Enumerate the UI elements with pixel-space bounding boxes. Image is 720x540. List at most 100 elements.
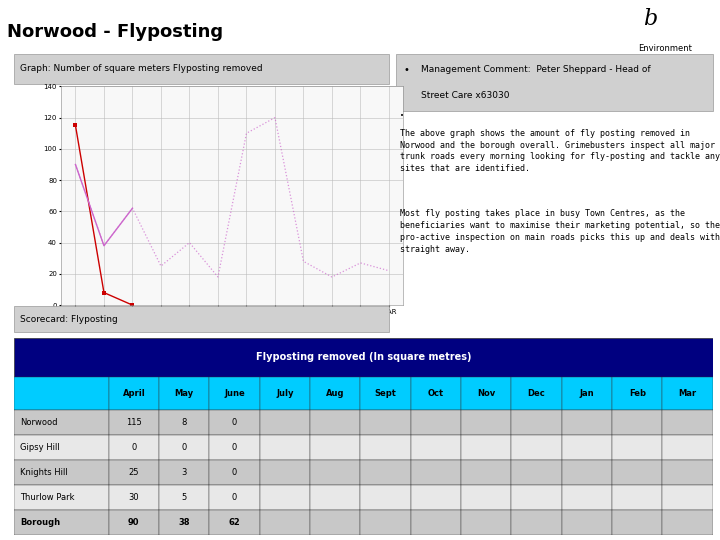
FancyBboxPatch shape [260,485,310,510]
FancyBboxPatch shape [159,460,210,485]
FancyBboxPatch shape [159,435,210,460]
Text: •: • [404,65,410,76]
Text: Most fly posting takes place in busy Town Centres, as the
beneficiaries want to : Most fly posting takes place in busy Tow… [400,209,720,254]
Text: Norwood - Flyposting: Norwood - Flyposting [7,23,223,41]
FancyBboxPatch shape [14,485,109,510]
FancyBboxPatch shape [562,410,612,435]
FancyBboxPatch shape [461,410,511,435]
Text: 25: 25 [129,468,139,477]
Text: Borough: Borough [20,518,60,526]
Text: 0: 0 [232,443,237,452]
FancyBboxPatch shape [461,510,511,535]
FancyBboxPatch shape [159,510,210,535]
FancyBboxPatch shape [260,435,310,460]
Text: May: May [175,389,194,398]
FancyBboxPatch shape [562,435,612,460]
FancyBboxPatch shape [14,460,109,485]
FancyBboxPatch shape [361,510,410,535]
FancyBboxPatch shape [109,510,159,535]
FancyBboxPatch shape [109,460,159,485]
FancyBboxPatch shape [410,435,461,460]
Text: Norwood: Norwood [20,418,58,427]
Text: •: • [400,113,404,119]
FancyBboxPatch shape [511,460,562,485]
FancyBboxPatch shape [662,485,713,510]
FancyBboxPatch shape [612,410,662,435]
Text: Sept: Sept [374,389,397,398]
FancyBboxPatch shape [410,485,461,510]
FancyBboxPatch shape [361,377,410,410]
Text: 38: 38 [179,518,190,526]
Text: Knights Hill: Knights Hill [20,468,68,477]
Text: 3: 3 [181,468,187,477]
FancyBboxPatch shape [210,510,260,535]
FancyBboxPatch shape [612,377,662,410]
Text: b: b [643,8,657,30]
FancyBboxPatch shape [14,410,109,435]
Text: Management Comment:  Peter Sheppard - Head of: Management Comment: Peter Sheppard - Hea… [421,65,651,75]
FancyBboxPatch shape [210,485,260,510]
FancyBboxPatch shape [260,410,310,435]
FancyBboxPatch shape [210,377,260,410]
FancyBboxPatch shape [612,460,662,485]
FancyBboxPatch shape [260,377,310,410]
FancyBboxPatch shape [511,435,562,460]
FancyBboxPatch shape [461,460,511,485]
FancyBboxPatch shape [511,377,562,410]
FancyBboxPatch shape [361,485,410,510]
FancyBboxPatch shape [461,377,511,410]
FancyBboxPatch shape [410,510,461,535]
FancyBboxPatch shape [109,410,159,435]
FancyBboxPatch shape [662,435,713,460]
FancyBboxPatch shape [310,485,361,510]
FancyBboxPatch shape [612,485,662,510]
Text: Aug: Aug [326,389,344,398]
FancyBboxPatch shape [260,510,310,535]
FancyBboxPatch shape [562,377,612,410]
Text: 0: 0 [232,418,237,427]
FancyBboxPatch shape [662,410,713,435]
FancyBboxPatch shape [310,510,361,535]
Text: 115: 115 [126,418,142,427]
FancyBboxPatch shape [461,435,511,460]
FancyBboxPatch shape [14,510,109,535]
FancyBboxPatch shape [260,460,310,485]
Text: 0: 0 [232,493,237,502]
FancyBboxPatch shape [14,338,713,377]
FancyBboxPatch shape [109,377,159,410]
FancyBboxPatch shape [396,54,713,111]
FancyBboxPatch shape [410,377,461,410]
Text: 0: 0 [131,443,137,452]
Text: Flyposting removed (In square metres): Flyposting removed (In square metres) [256,352,472,362]
FancyBboxPatch shape [562,510,612,535]
Text: July: July [276,389,294,398]
Text: 0: 0 [181,443,186,452]
Text: Graph: Number of square meters Flyposting removed: Graph: Number of square meters Flypostin… [20,64,263,73]
Text: Mar: Mar [678,389,697,398]
Text: Dec: Dec [528,389,546,398]
FancyBboxPatch shape [210,435,260,460]
FancyBboxPatch shape [562,485,612,510]
Text: Oct: Oct [428,389,444,398]
Text: Scorecard: Flyposting: Scorecard: Flyposting [20,315,118,323]
FancyBboxPatch shape [511,485,562,510]
FancyBboxPatch shape [109,435,159,460]
Text: 0: 0 [232,468,237,477]
Text: Jan: Jan [580,389,594,398]
FancyBboxPatch shape [662,510,713,535]
FancyBboxPatch shape [562,460,612,485]
Text: 62: 62 [229,518,240,526]
FancyBboxPatch shape [310,377,361,410]
FancyBboxPatch shape [361,435,410,460]
FancyBboxPatch shape [410,460,461,485]
Text: Street Care x63030: Street Care x63030 [421,91,510,100]
Text: Environment: Environment [638,44,692,53]
Text: April: April [122,389,145,398]
FancyBboxPatch shape [14,306,389,332]
FancyBboxPatch shape [612,510,662,535]
FancyBboxPatch shape [361,410,410,435]
FancyBboxPatch shape [159,377,210,410]
Text: Nov: Nov [477,389,495,398]
Text: 5: 5 [181,493,186,502]
Text: Gipsy Hill: Gipsy Hill [20,443,60,452]
